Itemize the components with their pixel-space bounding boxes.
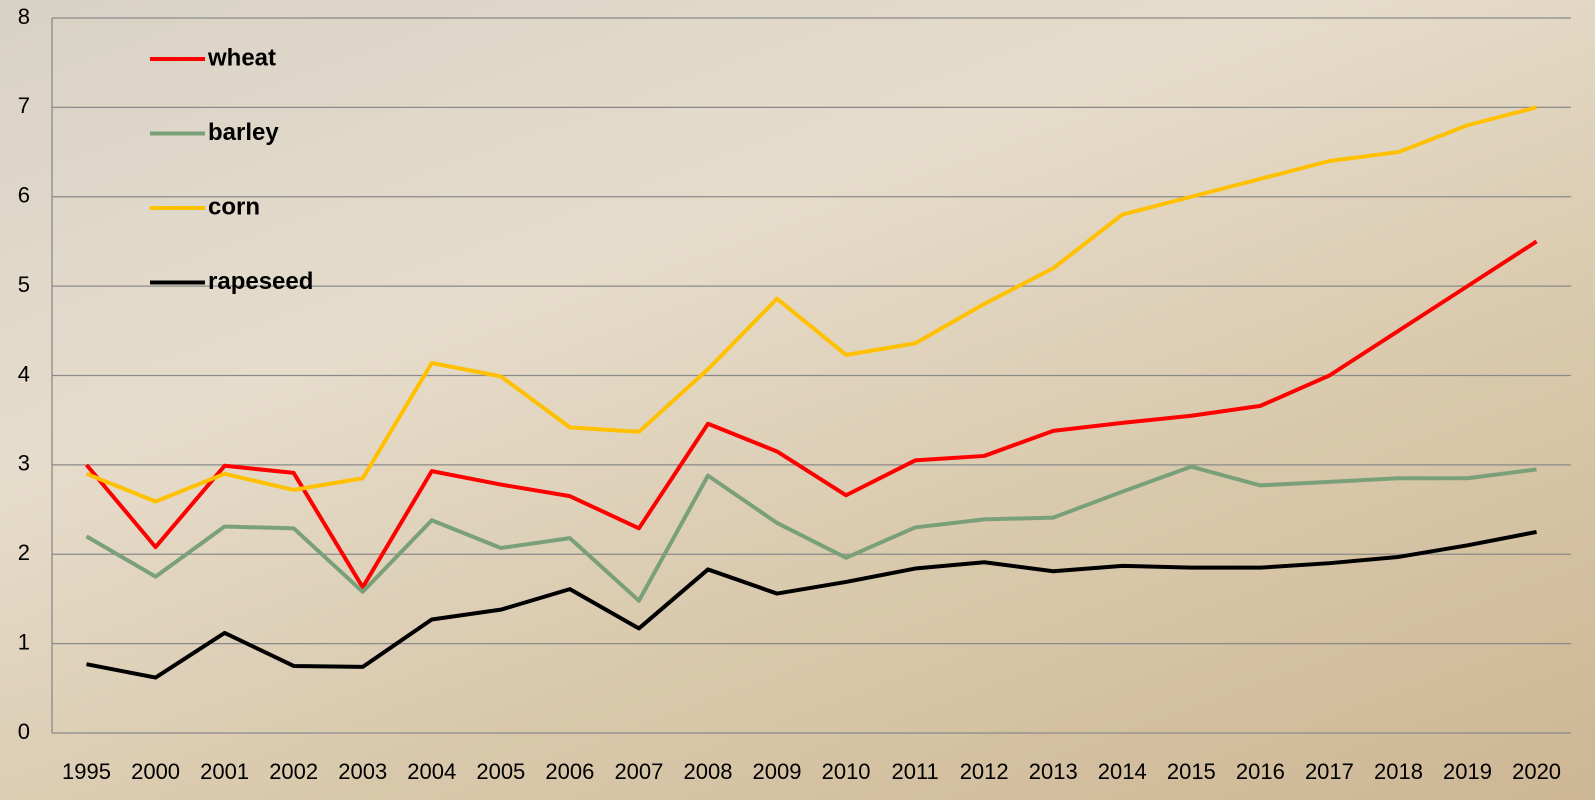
x-tick-label: 2011 xyxy=(891,759,938,784)
x-tick-label: 2020 xyxy=(1512,759,1561,784)
y-tick-label: 6 xyxy=(18,183,30,208)
x-tick-label: 2006 xyxy=(545,759,594,784)
x-tick-label: 2019 xyxy=(1443,759,1492,784)
x-tick-label: 2012 xyxy=(960,759,1009,784)
x-tick-label: 2015 xyxy=(1167,759,1216,784)
x-tick-label: 2016 xyxy=(1236,759,1285,784)
y-tick-label: 1 xyxy=(18,629,30,654)
y-tick-label: 7 xyxy=(18,93,30,118)
line-series xyxy=(87,107,1537,501)
x-tick-label: 2017 xyxy=(1305,759,1354,784)
x-tick-label: 2010 xyxy=(822,759,871,784)
x-tick-label: 2000 xyxy=(131,759,180,784)
y-tick-label: 2 xyxy=(18,540,30,565)
x-tick-label: 2009 xyxy=(753,759,802,784)
x-tick-label: 2004 xyxy=(407,759,456,784)
x-tick-label: 2003 xyxy=(338,759,387,784)
chart: 0 1 2 3 4 5 6 7 8 1995 2000 2001 2002 2003 2004 2005 200… xyxy=(0,0,1595,800)
x-tick-label: 1995 xyxy=(62,759,111,784)
x-tick-label: 2005 xyxy=(476,759,525,784)
legend-label: barley xyxy=(208,119,279,146)
y-tick-label: 8 xyxy=(18,4,30,29)
legend-label: wheat xyxy=(207,44,276,71)
y-tick-label: 5 xyxy=(18,272,30,297)
y-tick-label: 4 xyxy=(18,361,30,386)
legend-label: corn xyxy=(208,193,260,220)
x-tick-label: 2018 xyxy=(1374,759,1423,784)
legend-label: rapeseed xyxy=(208,268,313,295)
y-tick-label: 3 xyxy=(18,451,30,476)
x-tick-label: 2001 xyxy=(200,759,249,784)
y-tick-label: 0 xyxy=(18,719,30,744)
x-tick-label: 2013 xyxy=(1029,759,1078,784)
x-tick-label: 2007 xyxy=(614,759,663,784)
x-tick-label: 2014 xyxy=(1098,759,1147,784)
x-tick-label: 2008 xyxy=(683,759,732,784)
x-tick-label: 2002 xyxy=(269,759,318,784)
